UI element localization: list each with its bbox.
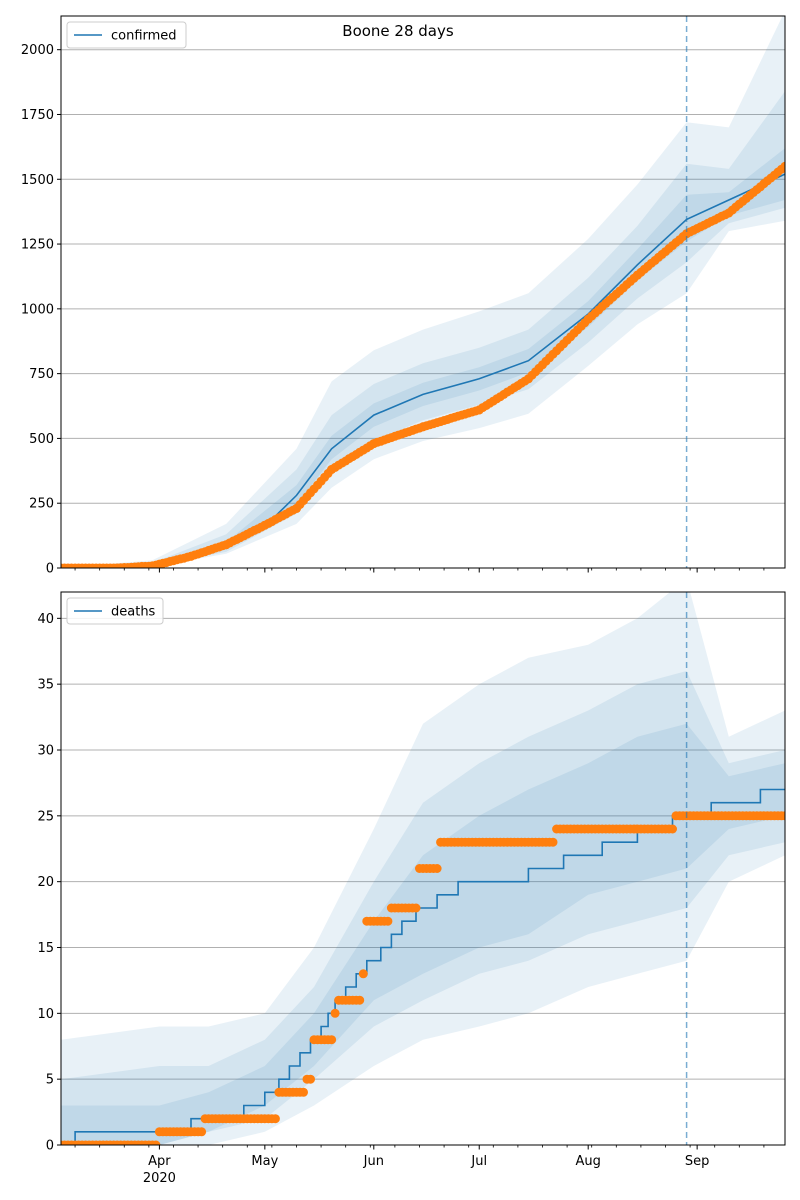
axes-frame xyxy=(60,15,786,569)
y-tick-label: 15 xyxy=(37,941,54,956)
y-tick-label: 40 xyxy=(37,612,54,627)
y-tick-label: 0 xyxy=(46,1139,54,1154)
observed-point xyxy=(548,837,558,847)
observed-point xyxy=(668,824,677,834)
y-tick-label: 1250 xyxy=(21,238,54,253)
observed-point xyxy=(780,811,785,821)
y-tick-label: 5 xyxy=(46,1073,54,1088)
observed-point xyxy=(151,1140,161,1145)
observed-point xyxy=(327,1035,337,1045)
y-tick-label: 250 xyxy=(29,497,54,512)
y-tick-label: 750 xyxy=(29,367,54,382)
observed-point xyxy=(306,1074,315,1084)
y-tick-label: 500 xyxy=(29,432,54,447)
x-tick-label: Sep xyxy=(685,1154,710,1169)
x-tick-label: Jul xyxy=(470,1154,487,1169)
observed-point xyxy=(383,916,393,926)
x-tick-label: May xyxy=(251,1154,278,1169)
x-tick-label: Jun xyxy=(363,1154,384,1169)
observed-point xyxy=(270,1114,280,1124)
y-tick-label: 30 xyxy=(37,744,54,759)
y-tick-label: 20 xyxy=(37,875,54,890)
axes-frame xyxy=(60,591,786,1146)
y-tick-label: 1000 xyxy=(21,302,54,317)
legend-box xyxy=(66,597,164,625)
x-tick-label-year: 2020 xyxy=(143,1171,176,1186)
observed-point xyxy=(780,161,785,171)
confirmed-panel: 0 250 500 750 1000 1250 1500 1750 2000 confirmed xyxy=(21,15,786,577)
observed-point xyxy=(299,1087,308,1097)
y-tick-label: 2000 xyxy=(21,43,54,58)
observed-point xyxy=(358,969,368,979)
y-tick-label: 35 xyxy=(37,678,54,693)
legend-label: confirmed xyxy=(111,29,177,44)
y-tick-label: 10 xyxy=(37,1007,54,1022)
plot-area xyxy=(61,592,785,1145)
y-tick-label: 1750 xyxy=(21,108,54,123)
y-tick-label: 25 xyxy=(37,809,54,824)
observed-point xyxy=(197,1127,207,1137)
plot-area xyxy=(61,16,785,568)
model-line xyxy=(61,788,785,1145)
x-tick-label: Aug xyxy=(575,1154,600,1169)
observed-point xyxy=(330,1008,340,1018)
legend-box xyxy=(66,21,187,49)
observed-point xyxy=(411,903,421,913)
observed-point xyxy=(432,864,442,873)
chart-title: Boone 28 days xyxy=(342,22,454,40)
y-tick-label: 1500 xyxy=(21,173,54,188)
deaths-panel: 0 5 10 15 20 25 30 35 40 Apr 2020 May Jun Jul Aug Sep de… xyxy=(37,591,786,1186)
x-tick-label: Apr xyxy=(148,1154,171,1169)
uncertainty-band-1 xyxy=(61,16,785,568)
legend-label: deaths xyxy=(111,605,156,620)
y-tick-label: 0 xyxy=(46,562,54,577)
observed-point xyxy=(355,995,365,1005)
